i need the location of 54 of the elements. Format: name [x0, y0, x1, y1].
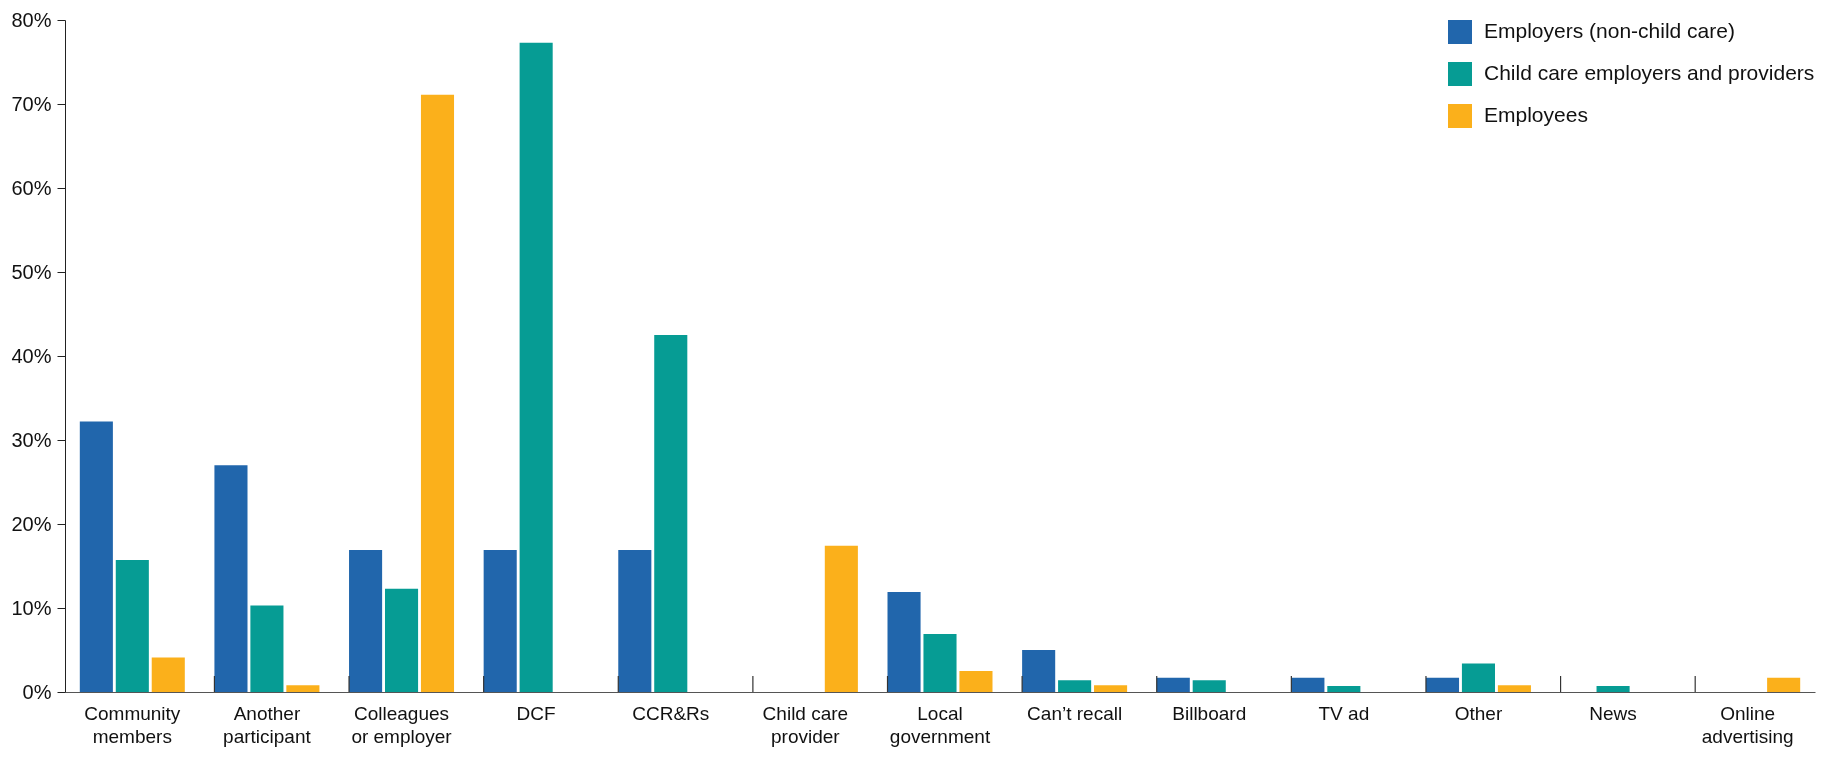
- bar: [618, 550, 652, 692]
- bar: [1094, 685, 1128, 692]
- y-tick-label: 60%: [11, 176, 52, 199]
- y-tick-label: 70%: [11, 92, 52, 115]
- bar: [923, 634, 957, 692]
- bar: [420, 94, 455, 692]
- bar: [1156, 677, 1190, 692]
- x-tick-label: Online advertising: [1701, 702, 1794, 747]
- bar: [79, 421, 113, 692]
- bar: [519, 42, 553, 692]
- y-tick-label: 20%: [11, 512, 52, 535]
- legend-label: Child care employers and providers: [1484, 61, 1815, 84]
- bar: [824, 545, 858, 692]
- x-tick-label: Colleagues or employer: [351, 702, 453, 747]
- bar: [151, 657, 185, 692]
- x-tick-label: Another participant: [223, 702, 312, 747]
- bar: [887, 592, 921, 692]
- x-tick-label: News: [1589, 702, 1637, 724]
- y-tick-label: 10%: [11, 596, 52, 619]
- y-tick-label: 40%: [11, 344, 52, 367]
- x-tick-label: Billboard: [1172, 702, 1247, 724]
- y-tick-label: 80%: [11, 8, 52, 31]
- x-tick-label: TV ad: [1318, 702, 1370, 724]
- x-tick-label: Local government: [889, 702, 991, 747]
- legend-label: Employees: [1484, 103, 1588, 126]
- x-tick-label: Can’t recall: [1027, 702, 1123, 724]
- bar: [349, 550, 383, 692]
- bar: [1767, 677, 1801, 692]
- x-tick-label: Community members: [84, 702, 181, 747]
- bar: [1058, 680, 1092, 692]
- y-tick-label: 0%: [22, 680, 52, 703]
- bar: [1022, 650, 1056, 692]
- bar: [250, 605, 284, 692]
- x-tick-label: Other: [1454, 702, 1503, 724]
- x-tick-label: Child care provider: [762, 702, 849, 747]
- legend-label: Employers (non-child care): [1484, 19, 1735, 42]
- bar: [286, 685, 320, 692]
- bar: [654, 335, 688, 692]
- bar: [214, 465, 248, 692]
- bar: [385, 588, 419, 692]
- bar: [959, 671, 993, 692]
- y-tick-label: 50%: [11, 260, 52, 283]
- bar: [1192, 680, 1226, 692]
- x-tick-label: DCF: [516, 702, 556, 724]
- bar: [1291, 677, 1325, 692]
- bar: [1497, 685, 1531, 692]
- bar: [483, 550, 517, 692]
- x-tick-label: CCR&Rs: [632, 702, 710, 724]
- bar: [1327, 686, 1361, 692]
- bar: [1425, 677, 1460, 692]
- bar: [1461, 663, 1495, 692]
- bar: [115, 560, 149, 692]
- bar: [1596, 686, 1630, 692]
- y-tick-label: 30%: [11, 428, 52, 451]
